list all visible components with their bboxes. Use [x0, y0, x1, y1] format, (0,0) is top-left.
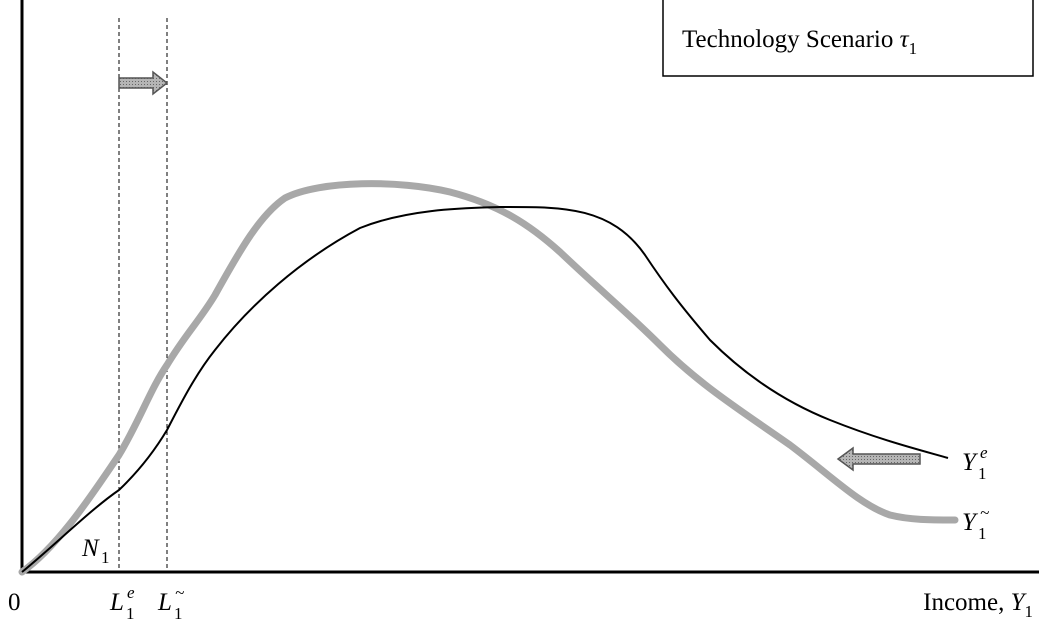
- origin-label: 0: [8, 589, 21, 616]
- label-symbol: Y: [962, 509, 979, 536]
- curve-y-e: [21, 205, 949, 573]
- label-sub: 1: [174, 604, 183, 623]
- scenario-box: [662, 0, 1034, 77]
- axis-label: Income, Y1: [923, 589, 1033, 621]
- label-symbol: L: [157, 589, 172, 616]
- axis-label-text: Income,: [923, 589, 1004, 616]
- axis-label-symbol: Y: [1011, 589, 1028, 616]
- label-sup: e: [980, 443, 988, 462]
- shift-arrow: [118, 70, 169, 96]
- axis-label-sub: 1: [1025, 602, 1034, 621]
- label-sub: 1: [978, 464, 987, 483]
- box-title-symbol: τ: [900, 26, 910, 53]
- curve-y-tilde: [18, 180, 959, 576]
- label-sub: 1: [101, 548, 110, 567]
- label-sup: ~: [175, 583, 184, 602]
- label-sub: 1: [978, 524, 987, 543]
- box-title: Technology Scenario τ1: [682, 26, 917, 58]
- label-sub: 1: [126, 604, 135, 623]
- label-symbol: N: [81, 535, 100, 562]
- box-title-sub: 1: [909, 39, 918, 58]
- label-sup: ~: [980, 503, 989, 522]
- box-title-text: Technology Scenario: [682, 26, 893, 53]
- shift-arrow: [836, 446, 921, 472]
- label-symbol: Y: [962, 449, 979, 476]
- label-symbol: L: [109, 589, 124, 616]
- label-sup: e: [127, 583, 135, 602]
